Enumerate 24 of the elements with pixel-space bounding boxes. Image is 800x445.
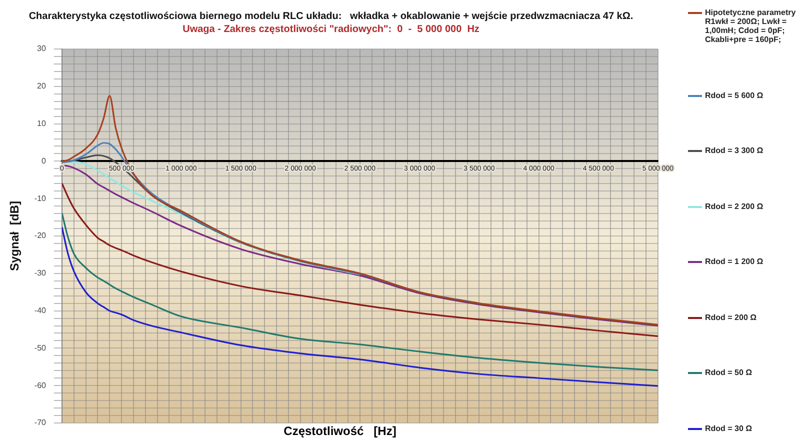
- legend-label: Rdod = 2 200 Ω: [705, 202, 764, 211]
- y-axis-title: Sygnał [dB]: [8, 200, 22, 272]
- y-tick-label: -70: [34, 418, 47, 428]
- legend-label: Rdod = 200 Ω: [705, 312, 757, 322]
- x-axis-title: Częstotliwość [Hz]: [284, 424, 396, 438]
- legend-label: Rdod = 5 600 Ω: [705, 90, 764, 100]
- y-tick-label: -60: [34, 380, 47, 390]
- y-tick-label: 0: [42, 156, 47, 166]
- y-tick-label: -30: [34, 268, 47, 278]
- legend-label: Rdod = 50 Ω: [705, 368, 752, 378]
- y-tick-label: -50: [34, 343, 47, 352]
- chart-subtitle: Uwaga - Zakres częstotliwości "radiowych": 0 - 5 000 000 Hz: [182, 24, 480, 35]
- legend-label: Rdod = 3 300 Ω: [705, 146, 764, 156]
- y-tick-label: 30: [37, 44, 47, 54]
- y-tick-label: -20: [34, 231, 47, 240]
- y-tick-label: 10: [37, 119, 47, 128]
- y-tick-label: -10: [34, 194, 47, 203]
- legend-label: Rdod = 1 200 Ω: [705, 257, 764, 266]
- legend-label: Rdod = 30 Ω: [705, 424, 752, 433]
- line-series: [62, 142, 480, 304]
- y-tick-label: -40: [34, 306, 47, 316]
- y-tick-label: 20: [37, 82, 47, 91]
- chart-title: Charakterystyka częstotliwościowa biernego modelu RLC układu: wkładka + okablowanie + wejście przedwzmacniacza 47 kΩ.: [28, 10, 634, 22]
- legend-label: Hipotetyczne parametry R1wkł = 200Ω; Lwkł = 1,00mH; Cdod = 0pF; Ckabli+pre = 160pF;: [705, 8, 796, 44]
